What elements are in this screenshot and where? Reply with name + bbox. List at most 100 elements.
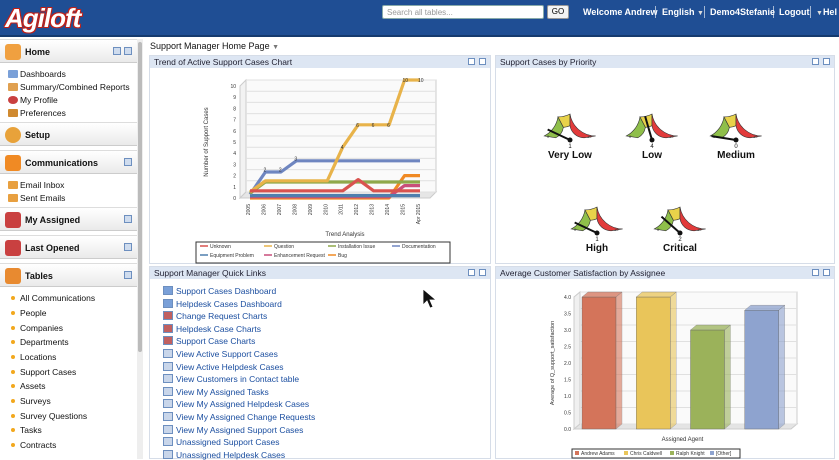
panel-title: Support Manager Quick Links [154, 268, 266, 278]
quick-link[interactable]: Support Case Charts [163, 336, 255, 346]
gear-icon [5, 127, 21, 143]
minimize-icon[interactable] [113, 47, 121, 55]
y-tick-label: 4 [233, 151, 236, 157]
sidebar-item-people[interactable]: People [11, 308, 47, 318]
gauge-band [735, 113, 762, 139]
sidebar-section-communications[interactable]: Communications [0, 150, 137, 174]
quick-link[interactable]: Helpdesk Cases Dashboard [163, 298, 282, 309]
sidebar-item-label: Support Cases [20, 367, 77, 377]
sidebar-item-dashboards[interactable]: Dashboards [8, 69, 66, 79]
legend-swatch [624, 451, 628, 455]
panel-header: Support Manager Quick Links [150, 267, 490, 279]
bar-side [724, 324, 731, 430]
chart-wall [573, 290, 581, 431]
help-menu[interactable]: ▼Hel [816, 7, 837, 17]
bar-top [581, 291, 623, 298]
kb-name-link[interactable]: Demo4Stefanie [710, 7, 776, 17]
gauge-min-label: 0 [574, 227, 577, 232]
quick-link[interactable]: Helpdesk Case Charts [163, 323, 261, 334]
sidebar-item-support-cases[interactable]: Support Cases [11, 367, 77, 377]
window-icon[interactable] [812, 58, 819, 65]
quick-link[interactable]: View My Assigned Helpdesk Cases [163, 399, 309, 409]
expand-icon[interactable] [124, 243, 132, 251]
sidebar-item-surveys[interactable]: Surveys [11, 396, 51, 406]
maximize-icon[interactable] [823, 58, 830, 65]
sidebar-item-label: People [20, 308, 47, 318]
logout-link[interactable]: Logout [779, 7, 810, 17]
sidebar-item-label: Assets [20, 381, 46, 391]
quick-link[interactable]: View Active Helpdesk Cases [163, 361, 284, 372]
go-button[interactable]: GO [547, 5, 569, 19]
sidebar-scrollbar-thumb[interactable] [138, 42, 142, 352]
bar-top [635, 291, 677, 298]
window-icon[interactable] [812, 269, 819, 276]
search-input[interactable]: Search all tables... [382, 5, 544, 19]
sidebar-item-reports[interactable]: Summary/Combined Reports [8, 82, 130, 92]
gauge-value: 4 [650, 144, 654, 150]
quick-link[interactable]: Support Cases Dashboard [163, 286, 276, 296]
legend-label: Documentation [402, 244, 436, 250]
sidebar-section-tables[interactable]: Tables [0, 263, 137, 287]
quick-link[interactable]: Unassigned Helpdesk Cases [163, 449, 285, 460]
legend-label: Enhancement Request [274, 253, 325, 259]
sidebar-item-preferences[interactable]: Preferences [8, 108, 66, 118]
maximize-icon[interactable] [479, 58, 486, 65]
quick-link[interactable]: View My Assigned Tasks [163, 386, 269, 397]
maximize-icon[interactable] [823, 269, 830, 276]
quick-link-label: View My Assigned Tasks [176, 386, 269, 397]
maximize-icon[interactable] [479, 269, 486, 276]
sidebar-item-label: Preferences [20, 108, 66, 118]
sidebar-section-my-assigned[interactable]: My Assigned [0, 207, 137, 231]
quick-link[interactable]: Unassigned Support Cases [163, 437, 279, 447]
gauge-band [596, 206, 623, 232]
expand-icon[interactable] [124, 215, 132, 223]
separator [655, 6, 656, 18]
agiloft-logo[interactable]: Agiloft [5, 3, 81, 33]
legend-box [571, 448, 741, 459]
sidebar: Home Dashboards Summary/Combined Reports… [0, 39, 143, 459]
dashboard-icon [163, 298, 173, 308]
quick-link[interactable]: View Active Support Cases [163, 349, 278, 359]
collapse-icon[interactable] [124, 271, 132, 279]
gauge-needle [547, 128, 571, 141]
gauge-hub [594, 230, 600, 236]
window-icon[interactable] [468, 269, 475, 276]
x-tick-label: 2010 [323, 204, 329, 215]
sidebar-item-tasks[interactable]: Tasks [11, 425, 42, 435]
dashboard-icon [8, 70, 18, 78]
language-dropdown[interactable]: English ▼ [662, 7, 704, 17]
gauge-needle [660, 215, 681, 234]
quick-link[interactable]: Change Request Charts [163, 311, 267, 321]
sidebar-item-survey-questions[interactable]: Survey Questions [11, 411, 87, 421]
sidebar-section-setup[interactable]: Setup [0, 122, 137, 146]
sidebar-item-email-inbox[interactable]: Email Inbox [8, 180, 64, 190]
sidebar-item-profile[interactable]: My Profile [8, 95, 58, 105]
sidebar-section-last-opened[interactable]: Last Opened [0, 235, 137, 259]
x-tick-label: 2008 [292, 204, 298, 215]
quick-link-label: View Active Support Cases [176, 349, 278, 359]
sidebar-item-assets[interactable]: Assets [11, 381, 46, 391]
sidebar-item-locations[interactable]: Locations [11, 352, 56, 362]
window-icon[interactable] [468, 58, 475, 65]
collapse-icon[interactable] [124, 158, 132, 166]
sidebar-item-contracts[interactable]: Contracts [11, 440, 56, 450]
sidebar-item-departments[interactable]: Departments [11, 337, 69, 347]
bar [690, 329, 725, 430]
sidebar-item-sent-emails[interactable]: Sent Emails [8, 193, 65, 203]
quick-link[interactable]: View My Assigned Change Requests [163, 412, 315, 422]
top-bar: Agiloft Search all tables... GO Welcome … [0, 0, 839, 37]
sidebar-item-all-communications[interactable]: All Communications [11, 293, 95, 303]
sidebar-section-home[interactable]: Home [0, 39, 137, 63]
gauge-max-label: 10 [614, 227, 619, 232]
legend-label: Installation Issue [338, 244, 375, 250]
quick-link[interactable]: View Customers in Contact table [163, 374, 299, 384]
series-line [250, 177, 420, 193]
x-axis-label: Trend Analysis [325, 232, 364, 238]
series-line [249, 78, 420, 194]
page-title-dropdown[interactable]: Support Manager Home Page ▼ [150, 41, 279, 51]
quick-link[interactable]: View My Assigned Support Cases [163, 424, 303, 435]
collapse-icon[interactable] [124, 47, 132, 55]
y-tick-label: 1.0 [564, 394, 571, 400]
sidebar-item-companies[interactable]: Companies [11, 323, 63, 333]
home-icon [5, 44, 21, 60]
